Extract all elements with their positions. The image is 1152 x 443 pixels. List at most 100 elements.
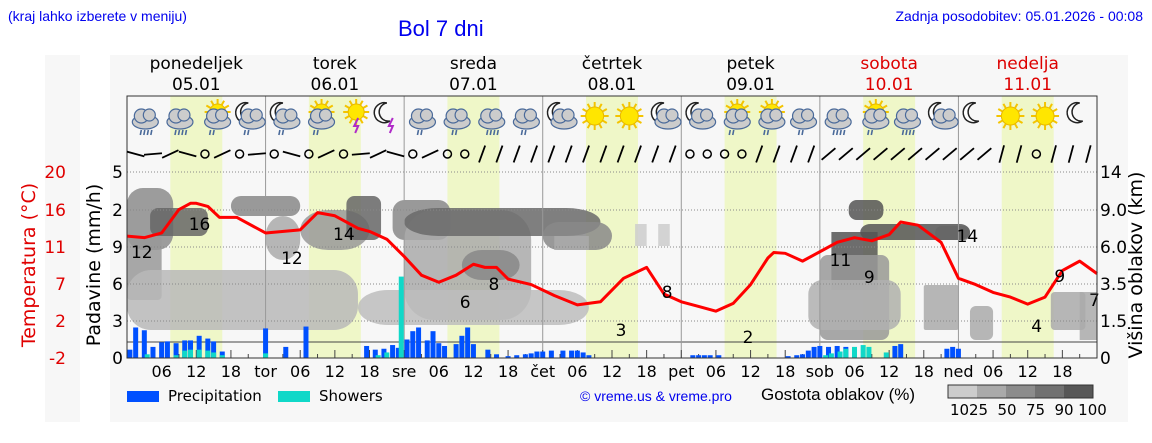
precipitation-bar xyxy=(453,344,459,358)
cloud-shape xyxy=(904,108,919,122)
showers-swatch xyxy=(278,390,310,402)
precipitation-swatch xyxy=(127,390,159,402)
cloud-rain-icon xyxy=(408,108,437,136)
wind-calm-icon xyxy=(719,149,730,159)
density-step-label: 50 xyxy=(997,401,1016,419)
credit-link[interactable]: © vreme.us & vreme.pro xyxy=(580,388,732,404)
cloud-shape xyxy=(142,108,156,122)
rain-drop xyxy=(208,129,212,136)
cloud-density-area xyxy=(461,250,520,280)
cloud-shape xyxy=(215,108,229,122)
showers-bar xyxy=(860,345,866,358)
wind-barb-icon xyxy=(282,150,301,158)
hour-label: 12 xyxy=(325,362,345,381)
cloud-height-tick: 1.5 xyxy=(1100,312,1127,332)
sun-ray xyxy=(344,104,350,109)
temperature-label: 16 xyxy=(189,215,211,235)
sun-ray xyxy=(1014,123,1019,129)
rain-drop xyxy=(835,129,839,136)
cloud-density-area xyxy=(935,226,970,240)
wind-barb-icon xyxy=(634,145,642,163)
hour-label: 06 xyxy=(567,362,587,381)
legend-showers: Showers xyxy=(278,387,383,405)
precipitation-bar xyxy=(560,350,566,358)
rain-drop xyxy=(281,129,285,136)
showers-bar xyxy=(144,354,150,358)
density-step-label: 25 xyxy=(969,401,988,419)
legend-precipitation: Precipitation xyxy=(127,387,262,405)
showers-bar xyxy=(173,355,179,358)
day-short-label: pet xyxy=(668,362,694,381)
sun-ray xyxy=(725,104,731,109)
precipitation-bar xyxy=(505,356,511,358)
sun-ray xyxy=(1052,119,1058,124)
cloud-height-tick: 9.0 xyxy=(1100,201,1127,221)
wind-barb-icon xyxy=(599,145,608,163)
sun-ray xyxy=(598,103,603,109)
day-date: 11.01 xyxy=(1003,75,1052,95)
cloud-density-area xyxy=(1079,292,1097,340)
temperature-axis-label: Temperatura (°C) xyxy=(18,183,40,348)
cloud-shape xyxy=(800,108,815,122)
daylight-band xyxy=(1001,96,1054,358)
cloud-shape xyxy=(249,108,263,122)
hour-label: 12 xyxy=(879,362,899,381)
moon-icon xyxy=(1066,101,1084,124)
day-date: 06.01 xyxy=(311,75,360,95)
sun-ray xyxy=(632,103,638,109)
hour-label: 06 xyxy=(844,362,864,381)
sun-ray xyxy=(1017,119,1024,124)
wind-barb-icon xyxy=(247,152,266,156)
wind-barb-icon xyxy=(890,147,906,161)
wind-barb-icon xyxy=(213,149,231,159)
rain-drop xyxy=(150,129,153,136)
hour-label: 12 xyxy=(1018,362,1038,381)
moon-shape xyxy=(373,101,391,124)
sun-cloud-rain-icon xyxy=(307,99,336,136)
wind-barb-icon xyxy=(873,147,888,161)
cloud-density-area xyxy=(635,224,647,246)
precipitation-bar xyxy=(569,350,575,358)
precipitation-bar xyxy=(205,338,211,358)
sun-ray xyxy=(598,123,603,129)
wind-barb-icon xyxy=(1067,145,1075,163)
precipitation-bar xyxy=(436,343,442,358)
sun-ray xyxy=(327,104,334,109)
temperature-label: 2 xyxy=(743,328,754,348)
rain-drop xyxy=(416,129,420,136)
temperature-label: 8 xyxy=(662,283,673,303)
moon-shape xyxy=(1066,101,1084,124)
wind-calm-icon xyxy=(460,149,470,159)
rain-drop xyxy=(177,129,181,136)
temperature-label: 14 xyxy=(957,227,979,247)
precipitation-bar xyxy=(390,345,396,358)
cloud-density-label: Gostota oblakov (%) xyxy=(761,385,916,404)
precipitation-bar xyxy=(303,326,309,358)
cloud-shape xyxy=(561,108,575,122)
rain-drop xyxy=(278,129,281,136)
rain-drop xyxy=(763,129,766,136)
day-date: 10.01 xyxy=(865,75,914,95)
rain-drop xyxy=(143,129,146,136)
rain-drop xyxy=(832,129,835,136)
showers-bar xyxy=(188,349,194,358)
wind-barb-icon xyxy=(807,145,816,163)
showers-bar xyxy=(375,355,381,358)
hour-label: 18 xyxy=(1052,362,1072,381)
precipitation-bar xyxy=(548,350,554,358)
precipitation-bar xyxy=(800,354,806,358)
precipitation-bar xyxy=(826,346,832,358)
wind-barb-icon xyxy=(838,147,854,161)
showers-bar xyxy=(182,350,188,358)
sun-ray xyxy=(309,104,316,109)
density-step-label: 75 xyxy=(1026,401,1045,419)
wind-barb-icon xyxy=(582,145,590,163)
precipitation-bar xyxy=(211,341,217,358)
rain-drop xyxy=(454,129,458,136)
cloud-rain-icon xyxy=(789,108,818,136)
precipitation-bar xyxy=(805,350,811,358)
sun-ray xyxy=(586,123,592,129)
temperature-label: 8 xyxy=(489,275,500,295)
precipitation-bar xyxy=(127,349,133,358)
showers-bar xyxy=(211,352,217,358)
